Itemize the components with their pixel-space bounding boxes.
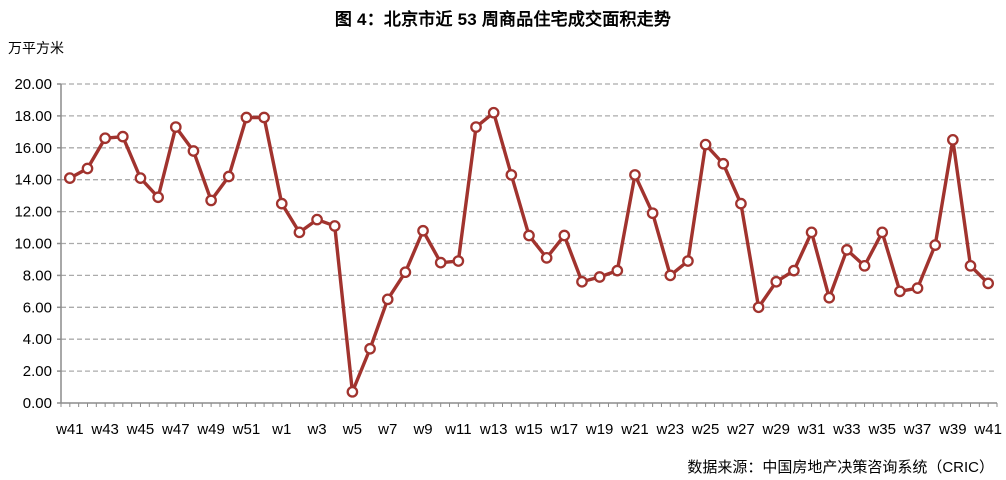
y-axis-tick-label: 14.00	[14, 172, 52, 189]
y-axis-tick-label: 4.00	[23, 331, 52, 348]
data-point-marker	[99, 132, 112, 145]
x-axis-tick-label: w31	[797, 421, 826, 438]
y-axis-tick-label: 18.00	[14, 108, 52, 125]
data-point-marker	[735, 197, 747, 210]
chart-title: 图 4：北京市近 53 周商品住宅成交面积走势	[334, 10, 672, 29]
x-axis-tick-label: w9	[412, 421, 432, 438]
data-point-marker	[523, 229, 535, 242]
x-axis-tick-label: w7	[377, 421, 397, 438]
data-point-marker	[805, 226, 818, 239]
y-axis-tick-label: 8.00	[23, 267, 52, 284]
data-point-marker	[788, 264, 800, 277]
data-point-marker	[364, 342, 376, 355]
data-point-marker	[699, 138, 712, 151]
x-axis-tick-label: w3	[306, 421, 326, 438]
y-axis-tick-label: 0.00	[23, 395, 52, 412]
x-axis-tick-label: w45	[126, 421, 155, 438]
data-point-marker	[81, 162, 94, 175]
data-point-marker	[293, 226, 306, 239]
data-source: 数据来源：中国房地产决策咨询系统（CRIC）	[687, 459, 994, 476]
x-axis-tick-label: w11	[444, 421, 471, 438]
data-point-marker	[470, 121, 482, 133]
data-point-marker	[417, 224, 429, 237]
data-point-marker	[399, 266, 412, 279]
x-axis-tick-label: w47	[161, 421, 190, 438]
x-axis-tick-label: w27	[726, 421, 755, 438]
data-point-marker	[240, 111, 253, 124]
data-point-marker	[116, 130, 129, 143]
data-point-marker	[434, 256, 447, 269]
y-axis-tick-label: 6.00	[23, 299, 52, 316]
data-point-marker	[664, 269, 677, 282]
data-point-marker	[452, 255, 465, 267]
data-point-marker	[911, 282, 924, 295]
x-axis-tick-label: w19	[585, 421, 614, 438]
data-point-marker	[169, 121, 182, 133]
data-point-marker	[576, 275, 588, 288]
data-point-marker	[876, 226, 889, 239]
data-point-marker	[187, 145, 200, 157]
x-axis-tick-label: w35	[867, 421, 896, 438]
x-axis-tick-label: w37	[903, 421, 932, 438]
data-point-marker	[63, 172, 76, 184]
y-axis-tick-label: 2.00	[23, 363, 52, 380]
data-point-marker	[134, 172, 147, 184]
data-point-marker	[929, 239, 942, 251]
data-point-marker	[258, 111, 270, 124]
y-axis-tick-label: 12.00	[14, 204, 52, 221]
data-point-marker	[611, 264, 624, 277]
data-point-marker	[311, 213, 323, 226]
x-axis-tick-label: w49	[196, 421, 225, 438]
x-axis-tick-label: w43	[90, 421, 119, 438]
data-point-marker	[152, 191, 164, 204]
data-point-marker	[646, 207, 659, 220]
data-point-marker	[505, 169, 518, 181]
x-axis-tick-label: w5	[342, 421, 362, 438]
data-point-marker	[222, 170, 235, 183]
x-axis-tick-label: w23	[656, 421, 685, 438]
data-point-marker	[770, 275, 783, 288]
data-point-marker	[717, 157, 730, 170]
x-axis-tick-label: w13	[479, 421, 508, 438]
data-point-marker	[558, 229, 571, 242]
x-axis-tick-label: w17	[550, 421, 579, 438]
data-point-marker	[275, 197, 288, 210]
x-axis-tick-label: w33	[832, 421, 861, 438]
data-point-marker	[328, 220, 341, 232]
data-point-marker	[487, 106, 500, 119]
data-point-marker	[629, 169, 641, 181]
y-axis-unit-label: 万平方米	[8, 40, 64, 56]
data-point-marker	[381, 293, 394, 306]
y-axis-tick-label: 10.00	[14, 236, 52, 253]
x-axis-tick-label: w41	[55, 421, 84, 438]
x-axis-tick-label: w29	[761, 421, 790, 438]
y-axis-tick-label: 20.00	[14, 76, 52, 93]
data-point-marker	[841, 244, 853, 256]
x-axis-tick-label: w25	[691, 421, 720, 438]
data-point-marker	[894, 285, 906, 298]
data-point-marker	[946, 133, 959, 146]
data-point-marker	[982, 277, 995, 290]
data-point-marker	[823, 291, 836, 304]
data-point-marker	[593, 271, 606, 283]
x-axis-tick-label: w15	[514, 421, 543, 438]
data-point-marker	[682, 255, 694, 267]
data-point-marker	[752, 301, 765, 314]
y-axis-tick-label: 16.00	[14, 140, 52, 157]
data-point-marker	[964, 259, 977, 272]
data-point-marker	[346, 385, 359, 398]
x-axis-tick-label: w41	[973, 421, 1002, 438]
data-point-marker	[205, 194, 217, 207]
x-axis-tick-label: w51	[232, 421, 261, 438]
x-axis-tick-label: w1	[271, 421, 291, 438]
x-axis-tick-label: w21	[620, 421, 649, 438]
x-axis-tick-label: w39	[938, 421, 967, 438]
data-point-marker	[858, 259, 871, 272]
data-point-marker	[540, 252, 553, 264]
